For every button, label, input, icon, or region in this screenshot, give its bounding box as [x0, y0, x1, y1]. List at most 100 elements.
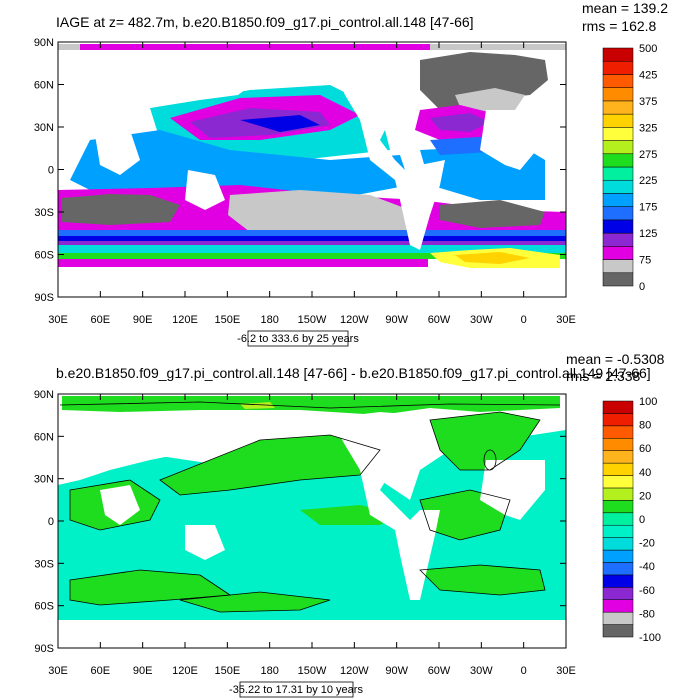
panel-bottom-mean: mean = -0.5308	[566, 351, 665, 367]
lon-tick-label: 120E	[172, 314, 198, 326]
panel-top: IAGE at z= 482.7m, b.e20.B1850.f09_g17.p…	[34, 0, 668, 347]
lat-tick-label: 30N	[34, 474, 54, 486]
lat-tick-label: 60N	[34, 80, 54, 92]
colorbar-label: 40	[639, 467, 651, 479]
colorbar-label: 500	[639, 43, 657, 55]
lat-tick-label: 30N	[34, 122, 54, 134]
lon-tick-label: 150W	[298, 314, 327, 326]
colorbar-swatch	[602, 413, 634, 427]
lat-tick-label: 60S	[34, 601, 54, 613]
lon-tick-label: 30E	[48, 314, 68, 326]
map-bottom	[58, 394, 566, 648]
colorbar-swatch	[602, 100, 634, 115]
colorbar-swatch	[602, 599, 634, 613]
colorbar-swatch	[602, 438, 634, 451]
lon-tick-label: 60W	[428, 314, 451, 326]
lon-tick-label: 0	[521, 665, 527, 677]
colorbar-swatch	[602, 574, 634, 588]
lon-tick-label: 60E	[91, 665, 111, 677]
lon-tick-label: 60W	[428, 665, 451, 677]
colorbar-label: 100	[639, 396, 657, 408]
panel-top-range-box: -6.2 to 333.6 by 25 years	[237, 330, 359, 347]
lon-tick-label: 30W	[470, 665, 493, 677]
lat-tick-label: 90S	[34, 643, 54, 655]
map-top-ticks: 90N 60N 30N 0 30S 60S 90S 30E 60E 90E 120E 150E 180 1…	[34, 37, 576, 326]
lat-tick-label: 0	[48, 165, 54, 177]
colorbar-bottom: 100 80 60 40 20 0 -20 -40 -60 -80 -100	[602, 396, 661, 644]
panel-bottom-range-box: -35.22 to 17.31 by 10 years	[229, 681, 363, 698]
colorbar-swatch	[602, 400, 634, 414]
panel-top-mean: mean = 139.2	[582, 0, 668, 16]
panel-top-title: IAGE at z= 482.7m, b.e20.B1850.f09_g17.p…	[56, 14, 474, 30]
colorbar-label: 325	[639, 122, 657, 134]
colorbar-swatch	[602, 140, 634, 155]
lat-tick-label: 60N	[34, 431, 54, 443]
map-bottom-ticks: 90N 60N 30N 0 30S 60S 90S 30E 60E 90E 120E 150E 180 1…	[34, 389, 576, 677]
colorbar-label: 80	[639, 420, 651, 432]
lon-tick-label: 90E	[133, 314, 153, 326]
colorbar-swatch	[602, 624, 634, 638]
colorbar-swatch	[602, 232, 634, 247]
colorbar-swatch	[602, 74, 634, 88]
colorbar-swatch	[602, 487, 634, 501]
colorbar-swatch	[602, 549, 634, 563]
panel-top-range-text: -6.2 to 333.6 by 25 years	[237, 333, 359, 345]
colorbar-swatch	[602, 500, 634, 514]
colorbar-label: 225	[639, 175, 657, 187]
lon-tick-label: 30E	[556, 665, 576, 677]
colorbar-swatch	[602, 47, 634, 62]
colorbar-swatch	[602, 512, 634, 526]
colorbar-label: 375	[639, 96, 657, 108]
colorbar-top: 500 425 375 325 275 225 175 125 75 0	[602, 43, 657, 293]
colorbar-swatch	[602, 524, 634, 538]
lon-tick-label: 180	[260, 314, 278, 326]
lon-tick-label: 60E	[91, 314, 111, 326]
panel-bottom: b.e20.B1850.f09_g17.pi_control.all.148 […	[34, 351, 665, 698]
lon-tick-label: 30E	[556, 314, 576, 326]
lon-tick-label: 120W	[340, 314, 369, 326]
colorbar-label: 20	[639, 490, 651, 502]
map-top	[58, 42, 566, 297]
colorbar-label: 275	[639, 149, 657, 161]
colorbar-label: -20	[639, 538, 655, 550]
colorbar-swatch	[602, 562, 634, 576]
colorbar-swatch	[602, 259, 634, 274]
colorbar-label: 75	[639, 255, 651, 267]
colorbar-label: 0	[639, 281, 645, 293]
lon-tick-label: 30E	[48, 665, 68, 677]
colorbar-swatch	[602, 87, 634, 102]
lon-tick-label: 30W	[470, 314, 493, 326]
lon-tick-label: 0	[521, 314, 527, 326]
colorbar-label: 425	[639, 69, 657, 81]
lon-tick-label: 90W	[385, 314, 408, 326]
lat-tick-label: 90N	[34, 37, 54, 49]
colorbar-swatch	[602, 219, 634, 234]
lat-tick-label: 90N	[34, 389, 54, 401]
colorbar-swatch	[602, 193, 634, 207]
colorbar-swatch	[602, 246, 634, 260]
lon-tick-label: 90E	[133, 665, 153, 677]
colorbar-label: -100	[639, 632, 661, 644]
lat-tick-label: 60S	[34, 250, 54, 262]
panel-bottom-title: b.e20.B1850.f09_g17.pi_control.all.148 […	[56, 365, 651, 381]
lat-tick-label: 0	[48, 516, 54, 528]
colorbar-swatch	[602, 475, 634, 489]
colorbar-swatch	[602, 153, 634, 168]
lat-tick-label: 30S	[34, 207, 54, 219]
colorbar-swatch	[602, 587, 634, 600]
lon-tick-label: 180	[260, 665, 278, 677]
colorbar-swatch	[602, 179, 634, 194]
colorbar-swatch	[602, 450, 634, 464]
colorbar-swatch	[602, 206, 634, 221]
panel-bottom-rms: rms = 2.338	[566, 368, 641, 384]
colorbar-swatch	[602, 537, 634, 551]
colorbar-swatch	[602, 166, 634, 181]
colorbar-swatch	[602, 113, 634, 128]
colorbar-swatch	[602, 60, 634, 75]
colorbar-swatch	[602, 611, 634, 625]
lon-tick-label: 120E	[172, 665, 198, 677]
panel-top-rms: rms = 162.8	[582, 18, 657, 34]
colorbar-swatch	[602, 425, 634, 439]
colorbar-label: 60	[639, 443, 651, 455]
